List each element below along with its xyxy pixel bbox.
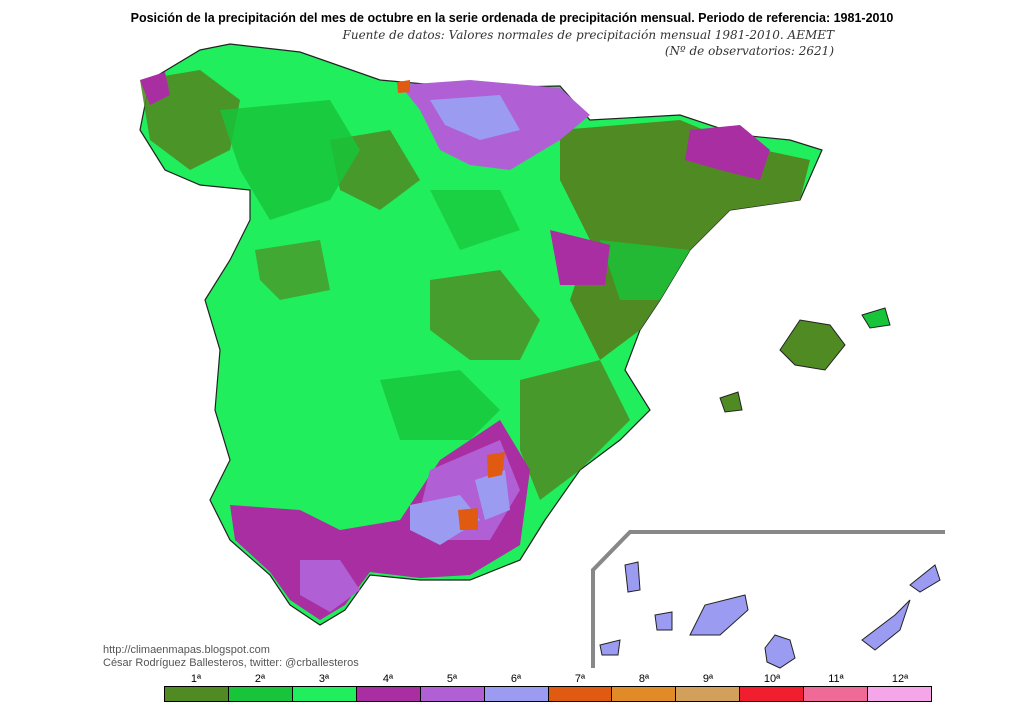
menorca [861,307,891,329]
legend-label: 2ª [254,673,266,685]
lavender-zone [410,495,480,545]
legend-swatch [612,687,677,701]
legend-label: 5ª [446,673,458,685]
orange-zone [458,508,478,530]
legend-label: 1ª [190,673,202,685]
legend-label: 3ª [318,673,330,685]
legend-colorbar [164,686,932,702]
fuerteventura [861,599,911,651]
legend-label: 9ª [702,673,714,685]
legend-swatch [804,687,869,701]
legend-swatch [420,687,485,701]
la-gomera [654,611,673,631]
station-count: (Nº de observatorios: 2621) [664,44,834,58]
canary-inset-frame [591,530,945,668]
orange-zone [487,452,505,478]
purple-zone [550,230,610,285]
green-zone [600,240,690,300]
legend-swatch [292,687,357,701]
green-zone [220,100,360,220]
map-title: Posición de la precipitación del mes de … [130,11,894,25]
dark-green-zone [560,120,810,360]
dark-green-zone [520,360,630,500]
dark-green-zone [430,270,540,360]
el-hierro [599,639,621,656]
green-zone [430,190,520,250]
legend-label: 7ª [574,673,586,685]
la-palma [624,561,641,593]
legend-swatch [740,687,805,701]
legend-swatch [356,687,421,701]
legend-label: 6ª [510,673,522,685]
legend-label: 8ª [638,673,650,685]
mallorca [779,319,846,371]
legend-swatch [548,687,613,701]
source-line: Fuente de datos: Valores normales de pre… [342,28,834,42]
violet-zone [300,560,360,612]
credit-url: http://climaenmapas.blogspot.com [103,644,270,656]
legend-swatch [484,687,549,701]
legend-swatch [228,687,293,701]
gran-canaria [764,634,796,669]
credit-author: César Rodríguez Ballesteros, twitter: @c… [103,657,359,669]
legend-label: 4ª [382,673,394,685]
legend-labels: 1ª 2ª 3ª 4ª 5ª 6ª 7ª 8ª 9ª 10ª 11ª 12ª [164,673,932,685]
legend-swatch [676,687,741,701]
legend-label: 10ª [763,673,781,685]
ibiza [719,391,743,413]
lavender-zone [475,470,510,520]
legend-swatch [165,687,229,701]
lanzarote [909,564,941,593]
green-zone [380,370,500,440]
tenerife [689,594,749,636]
source-note: Fuente de datos: Valores normales de pre… [343,27,834,59]
lavender-zone [430,95,520,140]
credits: http://climaenmapas.blogspot.com César R… [103,644,359,670]
legend-label: 11ª [828,673,844,685]
purple-zone [685,125,770,180]
legend-swatch [868,687,932,701]
purple-zone [140,72,170,105]
legend-label: 12ª [891,673,909,685]
dark-green-zone [255,240,330,300]
orange-zone [397,80,410,93]
legend: 1ª 2ª 3ª 4ª 5ª 6ª 7ª 8ª 9ª 10ª 11ª 12ª [164,673,932,702]
